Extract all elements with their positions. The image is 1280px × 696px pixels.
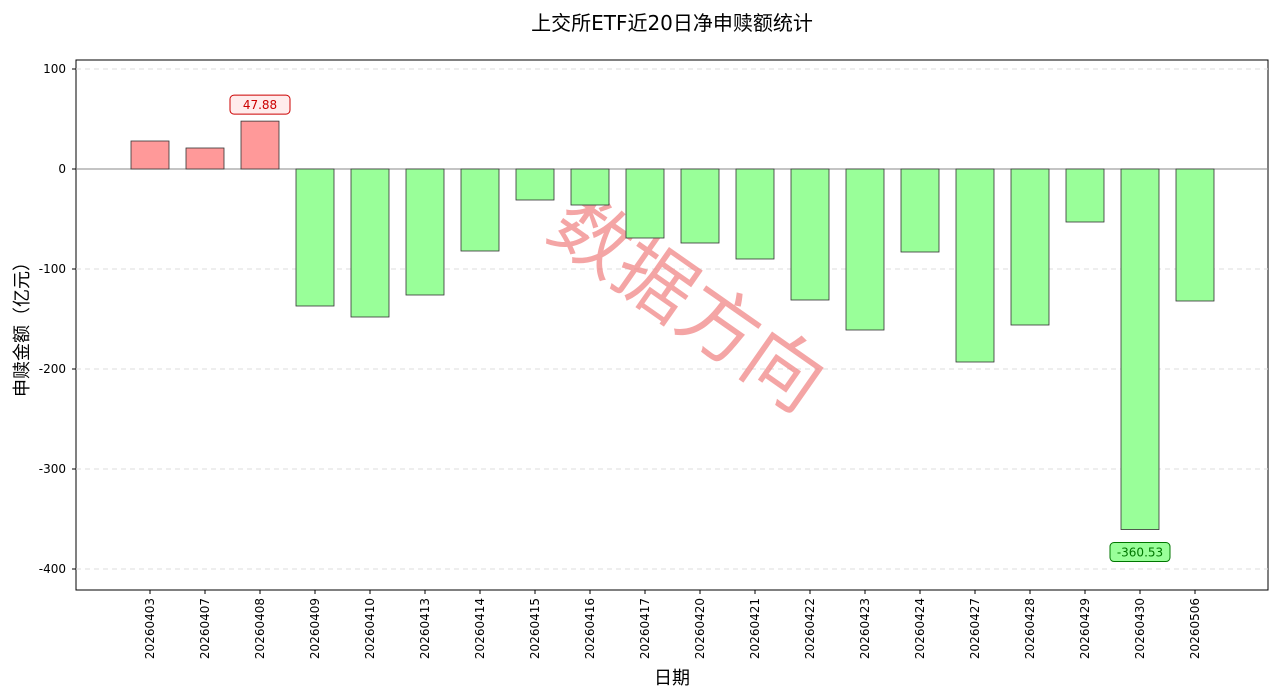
x-tick-label: 20260415 — [528, 598, 542, 659]
bar — [350, 168, 390, 318]
x-tick-label: 20260429 — [1078, 598, 1092, 659]
x-tick-label: 20260420 — [693, 598, 707, 659]
bar — [570, 168, 610, 206]
x-tick-label: 20260417 — [638, 598, 652, 659]
bar — [240, 120, 280, 170]
x-tick-label: 20260428 — [1023, 598, 1037, 659]
bar — [460, 168, 500, 252]
x-tick-label: 20260409 — [308, 598, 322, 659]
x-tick-label: 20260423 — [858, 598, 872, 659]
x-tick-label: 20260410 — [363, 598, 377, 659]
bar — [625, 168, 665, 239]
y-axis-title: 申赎金额（亿元） — [12, 253, 33, 397]
bar — [955, 168, 995, 363]
value-label-box — [1109, 542, 1171, 563]
y-tick-label: -100 — [39, 262, 66, 276]
plot-frame — [75, 59, 1269, 591]
x-tick-label: 20260414 — [473, 598, 487, 659]
bar — [515, 168, 555, 201]
bar — [790, 168, 830, 301]
bar — [295, 168, 335, 307]
y-tick-label: 0 — [58, 162, 66, 176]
bar — [405, 168, 445, 296]
bar — [900, 168, 940, 253]
y-tick-label: 100 — [43, 62, 66, 76]
y-tick-label: -300 — [39, 462, 66, 476]
x-axis-title: 日期 — [654, 668, 690, 689]
y-tick-label: -400 — [39, 562, 66, 576]
bar — [185, 147, 225, 170]
bar — [680, 168, 720, 244]
x-tick-label: 20260506 — [1188, 598, 1202, 659]
x-tick-label: 20260413 — [418, 598, 432, 659]
x-tick-label: 20260422 — [803, 598, 817, 659]
y-tick-label: -200 — [39, 362, 66, 376]
x-tick-label: 20260421 — [748, 598, 762, 659]
bar — [1175, 168, 1215, 302]
bar — [845, 168, 885, 331]
x-tick-label: 20260430 — [1133, 598, 1147, 659]
bar — [1065, 168, 1105, 223]
x-tick-label: 20260416 — [583, 598, 597, 659]
x-tick-label: 20260424 — [913, 598, 927, 659]
value-label: 47.88 — [243, 98, 277, 112]
x-tick-label: 20260427 — [968, 598, 982, 659]
x-tick-label: 20260403 — [143, 598, 157, 659]
value-label-box — [229, 94, 291, 115]
bar — [1120, 168, 1160, 530]
bar — [735, 168, 775, 260]
value-label: -360.53 — [1117, 546, 1163, 560]
bar — [1010, 168, 1050, 326]
bar — [130, 140, 170, 170]
x-tick-label: 20260408 — [253, 598, 267, 659]
x-tick-label: 20260407 — [198, 598, 212, 659]
chart-title: 上交所ETF近20日净申赎额统计 — [531, 11, 813, 35]
